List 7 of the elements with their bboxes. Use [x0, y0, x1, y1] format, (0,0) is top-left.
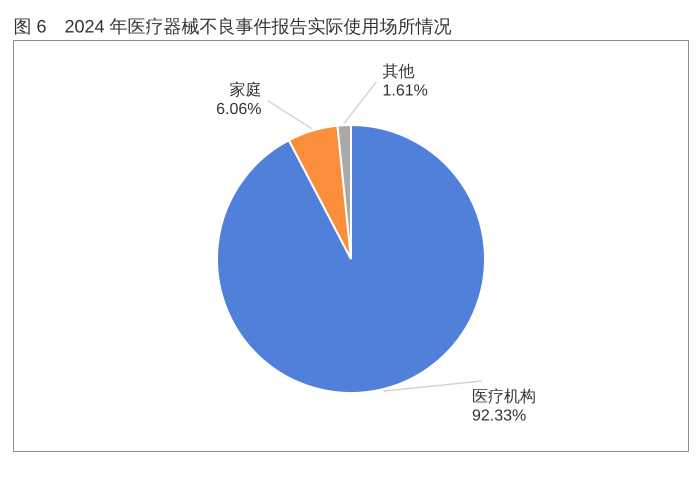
chart-title: 图 6 2024 年医疗器械不良事件报告实际使用场所情况	[14, 16, 452, 36]
data-label: 1.61%	[382, 82, 428, 100]
data-label: 6.06%	[216, 101, 262, 118]
slice-label: 医疗机构	[472, 387, 536, 406]
slice-label: 其他	[382, 62, 415, 80]
slice-label: 家庭	[230, 81, 262, 100]
data-label: 92.33%	[472, 407, 526, 424]
